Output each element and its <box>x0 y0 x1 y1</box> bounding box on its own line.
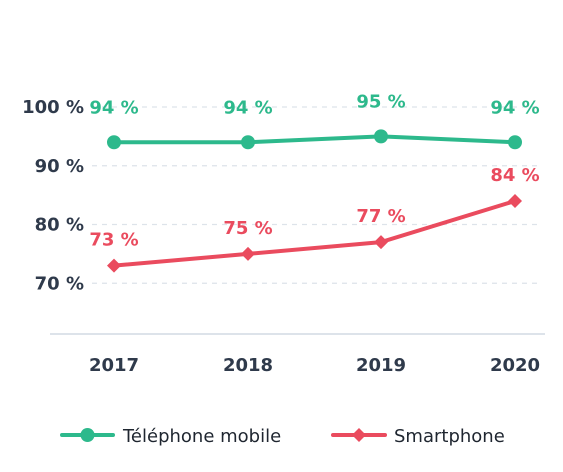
x-tick-label: 2018 <box>223 355 273 376</box>
y-axis-tick-labels: 100 % 90 % 80 % 70 % <box>22 97 84 294</box>
legend-diamond-marker <box>352 428 366 442</box>
data-point <box>241 246 255 261</box>
legend-item: Smartphone <box>331 426 505 447</box>
data-label: 75 % <box>223 218 272 239</box>
data-label: 94 % <box>223 97 272 118</box>
data-point <box>374 235 388 250</box>
x-tick-label: 2020 <box>490 355 540 376</box>
data-label: 94 % <box>490 97 539 118</box>
legend: Téléphone mobile Smartphone <box>60 426 505 447</box>
data-label: 73 % <box>89 230 138 251</box>
legend-circle-marker <box>80 428 95 442</box>
x-tick-label: 2017 <box>89 355 139 376</box>
legend-label: Téléphone mobile <box>122 426 281 447</box>
y-tick-label: 70 % <box>35 273 84 294</box>
grid-lines <box>92 106 540 284</box>
legend-item: Téléphone mobile <box>60 426 281 447</box>
data-label: 77 % <box>356 206 405 227</box>
data-point <box>107 258 121 273</box>
data-label: 94 % <box>89 97 138 118</box>
series-telephone-mobile <box>107 129 522 150</box>
x-tick-label: 2019 <box>356 355 406 376</box>
data-label: 84 % <box>490 165 539 186</box>
x-axis-tick-labels: 2017 2018 2019 2020 <box>89 355 540 376</box>
data-point <box>374 129 388 144</box>
y-tick-label: 100 % <box>22 97 84 118</box>
y-tick-label: 90 % <box>35 156 84 177</box>
series-smartphone <box>107 194 522 273</box>
data-labels: 94 % 94 % 95 % 94 % 73 % 75 % 77 % 84 % <box>89 91 539 250</box>
series-line <box>112 134 517 145</box>
y-tick-label: 80 % <box>35 215 84 236</box>
legend-label: Smartphone <box>394 426 505 447</box>
series-line <box>112 199 517 268</box>
data-point <box>241 135 255 150</box>
data-label: 95 % <box>356 91 405 112</box>
data-point <box>508 135 522 150</box>
data-point <box>107 135 121 150</box>
series-lines <box>107 129 522 273</box>
data-point <box>508 194 522 208</box>
